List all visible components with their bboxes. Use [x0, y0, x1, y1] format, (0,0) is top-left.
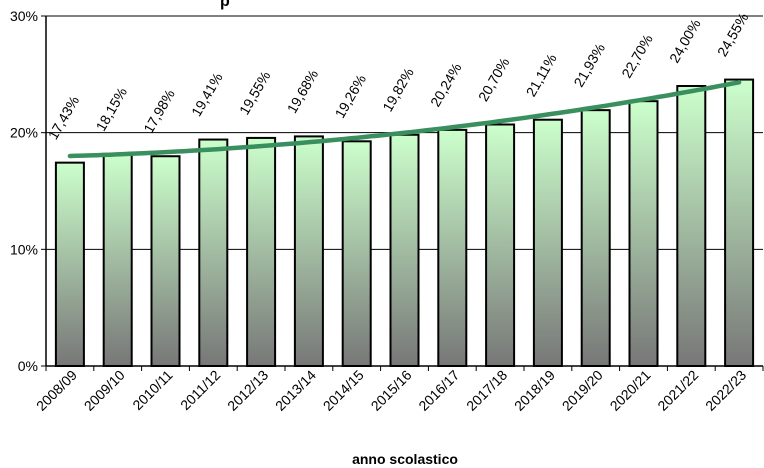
x-tick-label: 2011/12 [177, 367, 224, 414]
x-tick-label: 2015/16 [368, 367, 415, 414]
x-tick-label: 2008/09 [33, 367, 80, 414]
x-tick-label: 2022/23 [702, 367, 749, 414]
x-tick-label: 2013/14 [272, 367, 319, 414]
y-tick-labels: 0% 10% 20% 30% [10, 8, 38, 374]
y-tick-label: 0% [18, 358, 38, 374]
chart-title: p [220, 0, 230, 10]
x-tick-label: 2009/10 [81, 367, 128, 414]
x-tick-label: 2018/19 [511, 367, 558, 414]
bar-2020/21 [628, 100, 659, 368]
x-axis-title: anno scolastico [352, 451, 458, 467]
x-tick-label: 2010/11 [129, 367, 176, 414]
trendline-path [67, 80, 742, 159]
x-tick-label: 2016/17 [415, 367, 462, 414]
y-tick-label: 10% [10, 241, 38, 257]
bar-2018/19 [532, 118, 563, 368]
trendline [67, 80, 742, 159]
y-tick-label: 30% [10, 8, 38, 24]
bar-2008/09 [54, 161, 85, 367]
x-tick-label: 2017/18 [463, 367, 510, 414]
bar-2017/18 [485, 123, 516, 367]
bar-2016/17 [437, 128, 468, 367]
bar-2022/23 [724, 78, 755, 367]
axes [45, 15, 763, 367]
bar-2010/11 [150, 155, 181, 367]
x-tick-labels: 2008/09 2009/10 2010/11 2011/12 2012/13 2013/… [33, 366, 764, 414]
y-tick-label: 20% [10, 125, 38, 141]
bar-2013/14 [293, 135, 324, 367]
bar-2012/13 [246, 136, 277, 367]
bar-2011/12 [198, 138, 229, 367]
x-tick-label: 2014/15 [320, 367, 367, 414]
bars [54, 78, 755, 368]
x-tick-label: 2021/22 [654, 367, 701, 414]
x-tick-label: 2012/13 [224, 367, 271, 414]
bar-2014/15 [341, 140, 372, 367]
bar-2021/22 [676, 85, 707, 367]
x-tick-label: 2019/20 [559, 367, 606, 414]
x-tick-label: 2020/21 [607, 367, 654, 414]
bar-2019/20 [580, 109, 611, 368]
bar-2009/10 [102, 153, 133, 367]
bar-2015/16 [389, 133, 420, 367]
